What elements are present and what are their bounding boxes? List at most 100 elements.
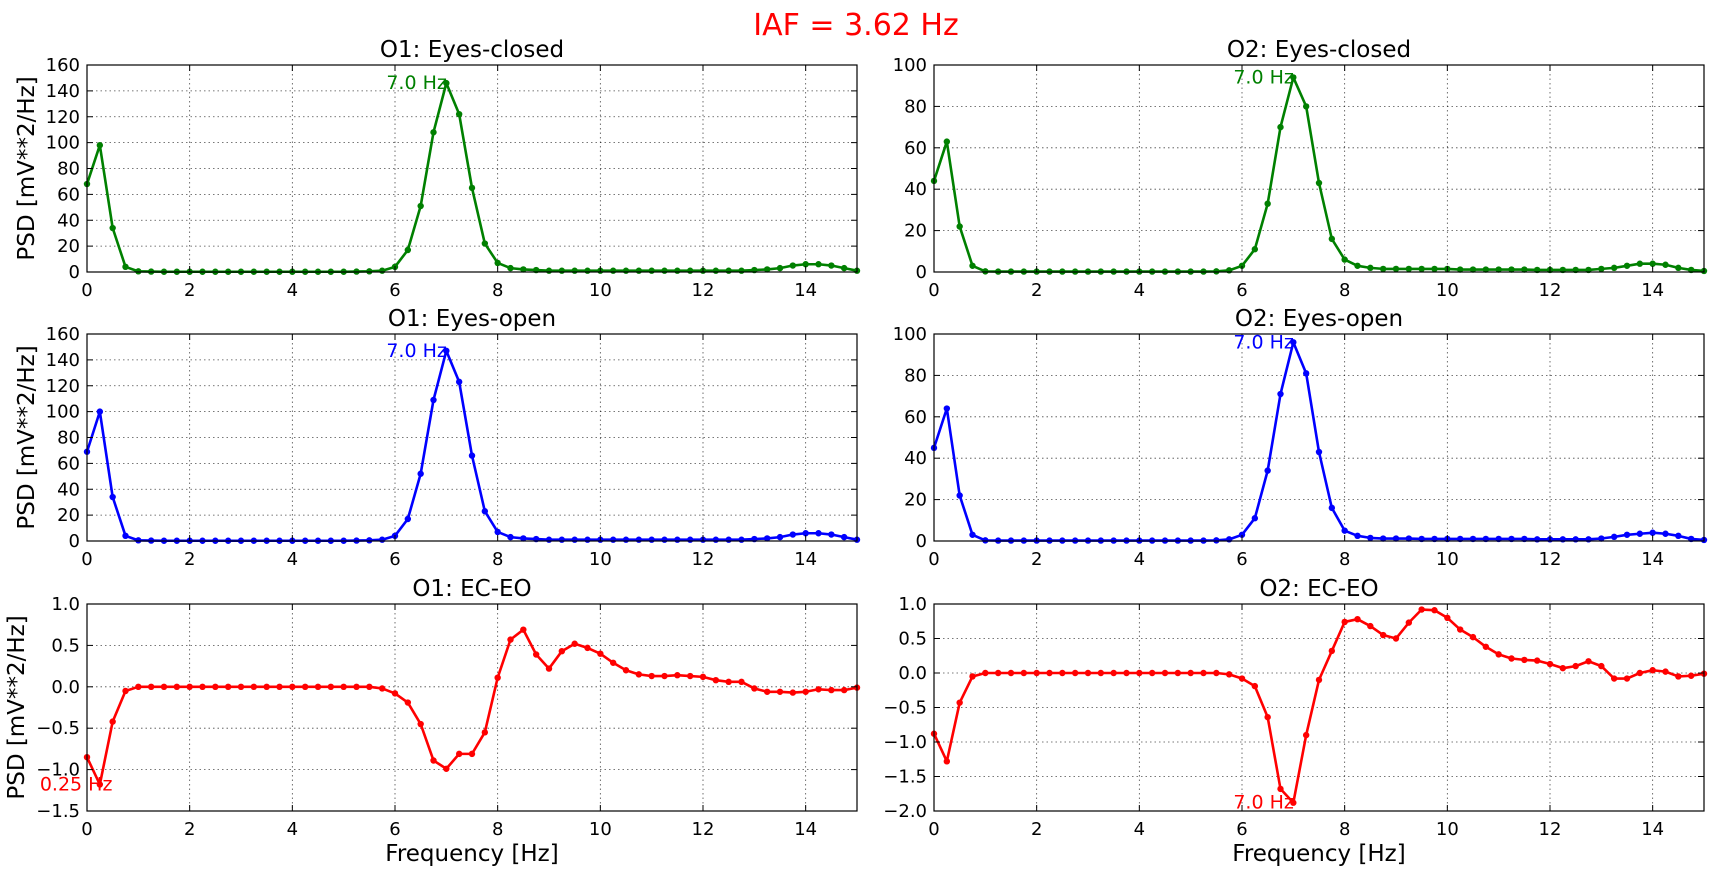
y-tick-label: 0.5	[898, 629, 927, 650]
data-point	[1328, 504, 1336, 512]
data-point	[828, 262, 835, 269]
y-tick-label: 160	[46, 55, 80, 76]
x-tick-label: 10	[1436, 819, 1459, 840]
y-tick-label: 140	[46, 81, 80, 102]
data-point	[1341, 618, 1348, 626]
x-tick-label: 14	[794, 819, 817, 840]
y-tick-label: 20	[57, 236, 80, 257]
data-point	[1636, 260, 1644, 267]
data-point	[1084, 669, 1092, 677]
y-tick-label: 120	[46, 107, 80, 128]
data-point	[1315, 448, 1323, 456]
data-point	[507, 264, 514, 272]
series-group	[930, 339, 1708, 544]
data-point	[1508, 655, 1515, 662]
y-tick-label: −0.5	[883, 698, 927, 719]
y-tick-label: 40	[904, 448, 927, 469]
data-point	[417, 470, 424, 477]
data-point	[815, 686, 822, 693]
x-tick-label: 2	[184, 280, 195, 301]
data-point	[648, 267, 655, 274]
x-tick-label: 6	[389, 280, 400, 301]
data-point	[1251, 682, 1259, 690]
data-point	[763, 266, 771, 273]
data-point	[956, 223, 963, 230]
y-axis-label: PSD [mV**2/Hz]	[14, 76, 40, 260]
data-point	[558, 536, 566, 543]
data-point	[147, 683, 155, 690]
data-point	[1636, 669, 1644, 677]
x-tick-label: 12	[1539, 549, 1562, 570]
data-point	[1495, 651, 1502, 658]
data-point	[1277, 785, 1284, 793]
subplot-o2-ec: 0 2 4 6 8 10 12 14 0 20 40 60 80 100 O2: Eyes-closed 7.…	[893, 37, 1708, 301]
x-tick-label: 2	[1031, 280, 1042, 301]
data-point	[558, 647, 566, 655]
x-tick-label: 10	[1436, 280, 1459, 301]
data-point	[1469, 266, 1477, 273]
data-point	[789, 262, 797, 269]
subplot-o1-diff: 0 2 4 6 8 10 12 14 −1.5 −1.0 −0.5 0.0 0.5 1.0 O1: EC-E…	[4, 576, 861, 867]
y-tick-label: 100	[893, 324, 927, 345]
data-point	[468, 184, 476, 192]
x-tick-label: 6	[1236, 819, 1247, 840]
x-tick-label: 12	[692, 549, 715, 570]
y-tick-label: 140	[46, 350, 80, 371]
data-point	[1418, 265, 1425, 273]
data-point	[609, 659, 617, 666]
x-axis-label: Frequency [Hz]	[1232, 841, 1405, 867]
data-point	[404, 515, 412, 523]
y-tick-label: 60	[904, 407, 927, 428]
data-point	[212, 683, 219, 690]
x-tick-label: 12	[1539, 819, 1562, 840]
data-point	[969, 531, 976, 538]
data-point	[584, 267, 591, 274]
axes-frame	[933, 64, 1705, 273]
data-point	[1405, 535, 1413, 542]
data-point	[725, 267, 732, 274]
data-point	[1675, 673, 1682, 680]
peak-annotation: 7.0 Hz	[386, 72, 447, 94]
data-point	[840, 264, 848, 272]
axes-frame	[86, 603, 858, 812]
data-point	[378, 536, 386, 543]
data-point	[366, 683, 373, 690]
data-point	[378, 685, 386, 692]
data-point	[1302, 103, 1310, 110]
data-point	[712, 676, 720, 684]
data-point	[712, 267, 720, 274]
x-tick-label: 0	[928, 819, 939, 840]
data-point	[135, 268, 142, 275]
data-point	[160, 683, 168, 690]
data-point	[1431, 265, 1438, 273]
data-point	[1213, 537, 1220, 544]
data-point	[1264, 713, 1271, 721]
data-point	[1046, 669, 1053, 677]
series-line	[932, 340, 1705, 542]
data-point	[353, 683, 360, 690]
data-point	[1354, 532, 1361, 540]
y-tick-label: 40	[57, 210, 80, 231]
data-point	[1071, 669, 1079, 677]
data-point	[982, 268, 989, 275]
data-point	[109, 224, 116, 232]
subplot-title: O2: Eyes-closed	[1227, 37, 1411, 63]
data-point	[1213, 669, 1220, 677]
x-tick-label: 10	[1436, 549, 1459, 570]
data-point	[1367, 622, 1374, 630]
data-point	[494, 674, 501, 681]
data-point	[1508, 266, 1515, 273]
data-point	[1675, 532, 1682, 540]
data-point	[481, 240, 489, 247]
peak-annotation: 7.0 Hz	[1233, 331, 1294, 353]
x-tick-label: 0	[928, 280, 939, 301]
data-point	[571, 536, 578, 543]
data-point	[430, 396, 437, 404]
subplot-title: O1: Eyes-open	[388, 306, 556, 332]
data-point	[956, 492, 963, 499]
data-point	[1482, 643, 1490, 650]
data-point	[1456, 266, 1464, 273]
data-point	[969, 673, 976, 680]
data-point	[1264, 200, 1271, 207]
y-tick-label: 1.0	[898, 594, 927, 615]
